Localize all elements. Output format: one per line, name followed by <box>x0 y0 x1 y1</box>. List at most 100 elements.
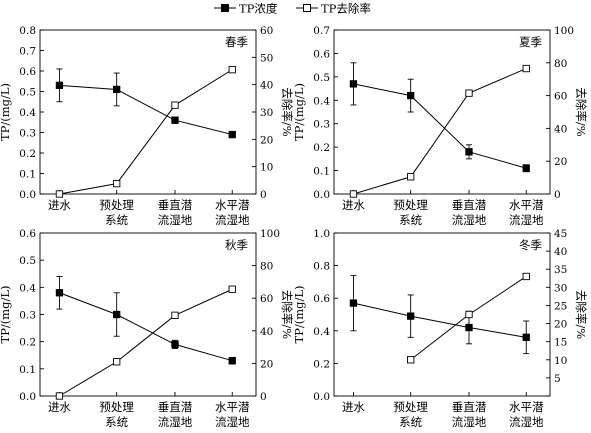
tp-concentration-line <box>59 292 233 362</box>
x-tick-label: 垂直潜 <box>158 198 193 212</box>
tp-concentration-point <box>113 85 121 94</box>
y-tick-label-right: 40 <box>260 326 273 338</box>
y-tick-label-right: 20 <box>554 156 567 168</box>
x-tick-label: 垂直潜 <box>452 400 487 414</box>
legend: TP浓度 TP去除率 <box>214 2 371 16</box>
y-tick-label-left: 0.8 <box>313 261 330 273</box>
x-tick-label: 水平潜 <box>509 400 544 414</box>
panel-title: 秋季 <box>225 238 248 252</box>
tp-removal-point <box>349 190 358 198</box>
legend-marker-open-square <box>303 4 311 12</box>
y-tick-label-left: 0.3 <box>19 128 36 140</box>
x-tick-label: 流湿地 <box>509 213 544 227</box>
tp-removal-line <box>59 69 233 195</box>
x-tick-label: 进水 <box>342 198 365 212</box>
y-tick-label-left: 0.1 <box>19 169 36 181</box>
y-tick-label-left: 0.1 <box>313 166 330 178</box>
x-tick-label: 预处理 <box>393 198 428 212</box>
x-tick-label: 垂直潜 <box>158 400 193 414</box>
chart-panel-4: 0.0 0.2 0.4 0.6 0.8 1.0 5 10 15 20 25 30 35 40 45 进水 预处理… <box>292 228 588 429</box>
tp-removal-point <box>113 179 121 188</box>
tp-concentration-point <box>465 148 473 156</box>
chart-panel-1: 0.0 0.1 0.2 0.3 0.4 0.5 0.6 0.7 0.8 0 10 20 30 40 50 60… <box>0 25 294 227</box>
tp-removal-point <box>171 311 179 319</box>
plot-frame <box>333 29 551 195</box>
y-tick-label-left: 0.7 <box>19 46 36 58</box>
y-tick-label-left: 0.6 <box>19 228 36 240</box>
y-tick-label-left: 0.4 <box>313 326 330 338</box>
tp-concentration-line <box>353 302 527 338</box>
tp-concentration-point <box>349 80 358 88</box>
y-tick-label-left: 0.4 <box>19 107 36 119</box>
tp-removal-point <box>522 272 530 281</box>
y-tick-label-right: 0 <box>260 391 267 403</box>
plot-frame <box>39 29 257 195</box>
x-tick-label: 预处理 <box>393 400 428 414</box>
y-tick-label-right: 15 <box>554 337 567 349</box>
y-tick-label-right: 100 <box>260 228 280 240</box>
panel-title: 春季 <box>225 35 248 49</box>
x-tick-label: 预处理 <box>99 198 134 212</box>
tp-removal-point <box>407 356 415 364</box>
tp-removal-point <box>171 101 179 109</box>
legend-label-tp-concentration: TP浓度 <box>239 2 278 16</box>
panel-title: 冬季 <box>519 238 542 252</box>
x-tick-label: 进水 <box>48 400 71 414</box>
y-tick-label-left: 0.8 <box>19 25 36 37</box>
y-tick-label-right: 60 <box>260 293 273 305</box>
y-tick-label-right: 10 <box>260 162 273 174</box>
x-tick-label: 系统 <box>105 415 128 429</box>
y-axis-title-right: 去除率/% <box>280 290 294 339</box>
x-tick-label: 流湿地 <box>215 415 250 429</box>
tp-removal-point <box>113 358 121 366</box>
x-tick-label: 水平潜 <box>215 400 250 414</box>
y-tick-label-left: 0.7 <box>313 25 330 37</box>
chart-panel-3: 0.0 0.1 0.2 0.3 0.4 0.5 0.6 0 20 40 60 80 100 进水 预处理系统… <box>0 228 294 429</box>
x-tick-label: 预处理 <box>99 400 134 414</box>
y-tick-label-left: 1.0 <box>313 228 330 240</box>
y-tick-label-right: 5 <box>554 373 561 385</box>
y-tick-label-left: 0.2 <box>313 142 330 154</box>
y-tick-label-right: 0 <box>554 189 561 201</box>
tp-removal-point <box>522 64 530 73</box>
y-tick-label-left: 0.6 <box>313 293 330 305</box>
y-tick-label-right: 40 <box>554 123 567 135</box>
y-axis-title-right: 去除率/% <box>574 290 588 339</box>
y-tick-label-left: 0.0 <box>313 189 330 201</box>
x-tick-label: 垂直潜 <box>452 198 487 212</box>
y-axis-title-left: TP/(mg/L) <box>292 83 306 141</box>
y-tick-label-right: 30 <box>554 282 567 294</box>
y-tick-label-left: 0.0 <box>19 189 36 201</box>
y-tick-label-right: 40 <box>260 80 273 92</box>
y-tick-label-left: 0.5 <box>313 72 330 84</box>
y-tick-label-left: 0.3 <box>313 119 330 131</box>
tp-concentration-point <box>465 323 473 332</box>
tp-concentration-point <box>228 130 236 139</box>
tp-removal-point <box>465 89 473 97</box>
y-tick-label-left: 0.6 <box>19 66 36 78</box>
tp-removal-line <box>353 68 527 195</box>
x-tick-label: 流湿地 <box>452 213 487 227</box>
x-tick-label: 流湿地 <box>158 415 193 429</box>
x-tick-label: 流湿地 <box>509 415 544 429</box>
x-tick-label: 流湿地 <box>452 415 487 429</box>
tp-removal-point <box>228 285 236 293</box>
tp-removal-point <box>465 310 473 319</box>
y-tick-label-right: 0 <box>260 189 267 201</box>
y-axis-title-right: 去除率/% <box>574 87 588 136</box>
plot-frame <box>333 232 551 397</box>
tp-removal-point <box>55 392 64 400</box>
y-axis-title-left: TP/(mg/L) <box>0 83 12 141</box>
y-tick-label-left: 0.2 <box>19 337 36 349</box>
y-tick-label-left: 0.3 <box>19 310 36 322</box>
y-tick-label-left: 0.4 <box>19 282 36 294</box>
chart-panel-2: 0.0 0.1 0.2 0.3 0.4 0.5 0.6 0.7 0 20 40 60 80 100 进水 预处… <box>292 25 588 227</box>
x-tick-label: 系统 <box>399 415 422 429</box>
y-tick-label-right: 100 <box>554 25 574 37</box>
tp-concentration-point <box>522 164 530 172</box>
legend-label-tp-removal: TP去除率 <box>321 2 371 16</box>
legend-marker-filled-square <box>221 4 229 12</box>
tp-concentration-point <box>55 289 64 297</box>
y-tick-label-right: 30 <box>260 107 273 119</box>
y-tick-label-right: 50 <box>260 52 273 64</box>
